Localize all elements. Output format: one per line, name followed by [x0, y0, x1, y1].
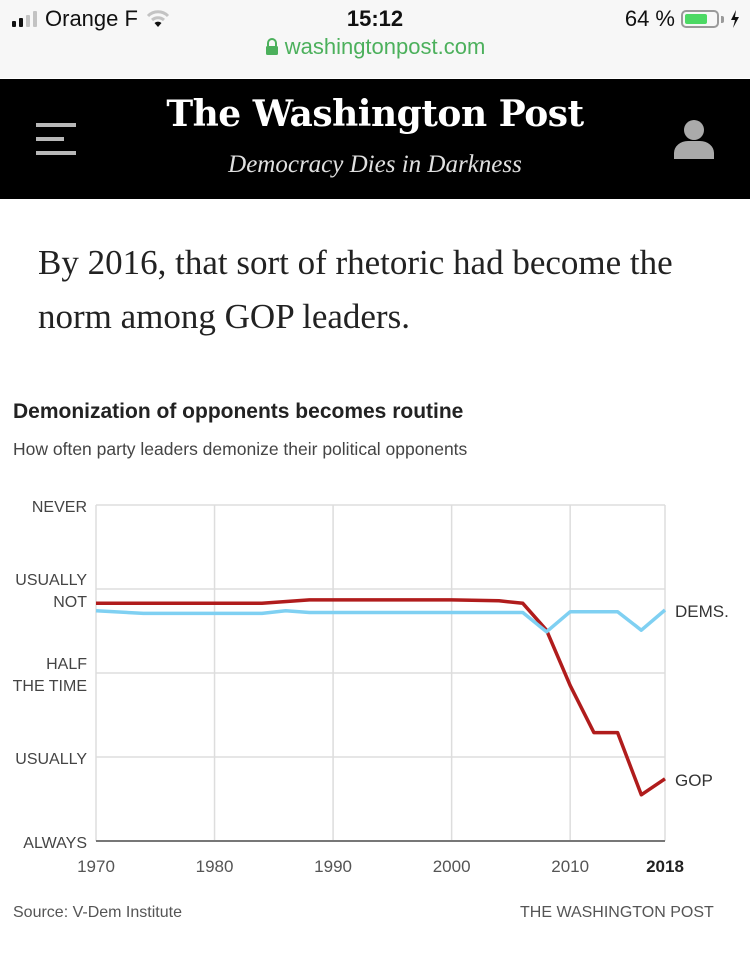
x-tick-label: 1970	[77, 857, 115, 876]
y-tick-label: THE TIME	[13, 678, 87, 695]
chart-credit: THE WASHINGTON POST	[520, 904, 714, 921]
chart-source: Source: V-Dem Institute	[13, 904, 182, 921]
chart-title: Demonization of opponents becomes routin…	[13, 400, 464, 423]
battery-group: 64 %	[625, 6, 740, 32]
y-tick-label: USUALLY	[15, 751, 87, 768]
battery-percent: 64 %	[624, 6, 675, 31]
article-lede: By 2016, that sort of rhetoric had becom…	[38, 243, 673, 336]
url-text: washingtonpost.com	[284, 34, 486, 59]
carrier-name: Orange F	[45, 6, 138, 31]
menu-icon[interactable]	[36, 123, 76, 155]
url-bar[interactable]: washingtonpost.com	[0, 34, 750, 60]
x-tick-label: 2000	[433, 857, 471, 876]
signal-icon	[12, 11, 37, 27]
y-tick-label: NEVER	[32, 499, 87, 516]
carrier-group: Orange F	[12, 6, 170, 32]
wifi-icon	[146, 10, 170, 27]
tagline: Democracy Dies in Darkness	[228, 151, 522, 178]
series-label-dems: DEMS.	[675, 602, 729, 621]
line-chart: NEVER USUALLY NOT HALF THE TIME USUALLY ALWAYS…	[13, 499, 729, 876]
battery-cap	[721, 15, 724, 23]
y-tick-label: USUALLY	[15, 572, 87, 589]
status-bar: Orange F 15:12 washingtonpost.com 64 %	[0, 0, 750, 78]
user-icon[interactable]	[672, 119, 716, 159]
x-tick-label: 1980	[196, 857, 234, 876]
y-tick-label: ALWAYS	[23, 835, 87, 852]
series-line-gop	[96, 598, 666, 797]
chart-subtitle: How often party leaders demonize their p…	[13, 439, 468, 459]
lock-icon	[265, 38, 278, 55]
y-tick-label: NOT	[53, 594, 87, 611]
masthead: The Washington Post Democracy Dies in Da…	[0, 79, 750, 199]
logo[interactable]: The Washington Post	[166, 93, 584, 135]
series-label-gop: GOP	[675, 771, 713, 790]
y-tick-label: HALF	[46, 656, 87, 673]
battery-icon	[681, 10, 719, 28]
x-tick-label: 1990	[314, 857, 352, 876]
series-line-dems	[95, 608, 667, 634]
x-tick-label: 2018	[646, 857, 684, 876]
x-tick-label: 2010	[551, 857, 589, 876]
charging-bolt-icon	[731, 10, 739, 28]
clock: 15:12	[346, 6, 404, 31]
